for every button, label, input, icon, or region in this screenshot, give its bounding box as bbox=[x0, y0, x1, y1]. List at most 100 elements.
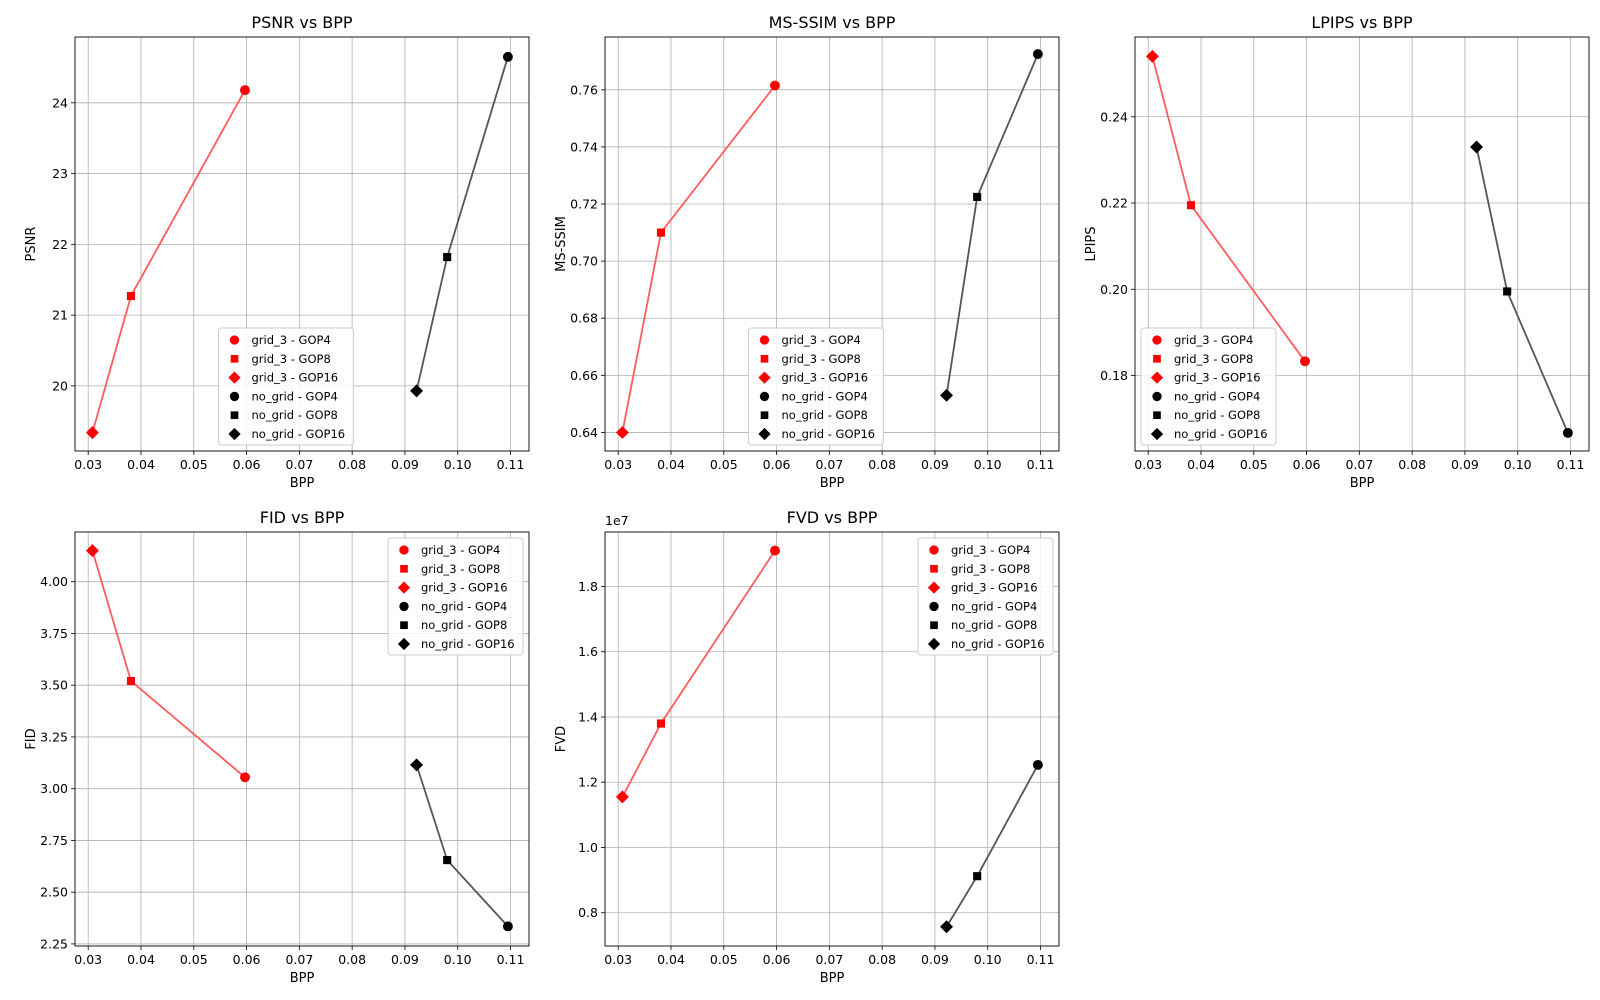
plot-frame bbox=[604, 531, 1060, 947]
plot-frame bbox=[1134, 36, 1590, 452]
plot-frame bbox=[74, 36, 530, 452]
legend-marker bbox=[397, 581, 411, 594]
x-tick-label: 0.06 bbox=[1293, 457, 1321, 472]
plot-frame bbox=[604, 36, 1060, 452]
data-point-grid_3 bbox=[770, 80, 780, 91]
data-point-no_grid bbox=[1562, 427, 1573, 438]
y-tick-label: 0.74 bbox=[570, 139, 598, 154]
legend-label: grid_3 - GOP8 bbox=[421, 562, 500, 576]
y-tick-label: 0.70 bbox=[570, 254, 598, 269]
x-tick-label: 0.09 bbox=[391, 457, 419, 472]
y-tick-label: 0.22 bbox=[1100, 196, 1128, 211]
chart-title: FVD vs BPP bbox=[787, 508, 878, 527]
data-point-grid_3 bbox=[1300, 356, 1310, 367]
legend-marker bbox=[760, 411, 769, 420]
legend-label: grid_3 - GOP16 bbox=[421, 581, 508, 595]
legend-label: grid_3 - GOP8 bbox=[951, 562, 1030, 576]
series-line-grid_3 bbox=[1151, 56, 1306, 362]
x-tick-label: 0.10 bbox=[444, 457, 472, 472]
legend-label: no_grid - GOP4 bbox=[252, 389, 338, 403]
legend-marker bbox=[1152, 391, 1162, 402]
y-offset-label: 1e7 bbox=[605, 513, 629, 528]
legend-label: grid_3 - GOP8 bbox=[782, 352, 861, 366]
series-line-no_grid bbox=[945, 764, 1039, 928]
x-tick-label: 0.06 bbox=[233, 952, 261, 967]
y-tick-label: 0.8 bbox=[578, 905, 598, 920]
legend-marker bbox=[760, 354, 769, 363]
legend-marker bbox=[230, 411, 239, 420]
chart-title: FID vs BPP bbox=[260, 508, 345, 527]
legend: grid_3 - GOP4 grid_3 - GOP8 grid_3 - GOP16… bbox=[387, 537, 524, 656]
data-point-grid_3 bbox=[85, 544, 99, 558]
data-point-no_grid bbox=[410, 384, 424, 398]
data-point-no_grid bbox=[1503, 287, 1512, 296]
x-axis-label: BPP bbox=[290, 476, 315, 491]
y-tick-label: 1.4 bbox=[578, 709, 598, 724]
legend-label: no_grid - GOP16 bbox=[1174, 427, 1268, 441]
legend-box bbox=[748, 327, 884, 446]
data-point-grid_3 bbox=[1186, 201, 1196, 210]
y-tick-label: 21 bbox=[52, 308, 68, 323]
legend-box bbox=[218, 327, 354, 446]
legend-marker bbox=[228, 427, 241, 441]
legend-marker bbox=[929, 545, 939, 555]
x-tick-label: 0.08 bbox=[1398, 457, 1426, 472]
legend: grid_3 - GOP4 grid_3 - GOP8 grid_3 - GOP16… bbox=[917, 537, 1054, 656]
legend-marker bbox=[758, 427, 771, 441]
series-line-no_grid bbox=[945, 53, 1039, 396]
legend: grid_3 - GOP4 grid_3 - GOP8 grid_3 - GOP16… bbox=[218, 327, 354, 446]
x-tick-label: 0.05 bbox=[710, 952, 738, 967]
data-point-no_grid bbox=[443, 253, 452, 262]
y-tick-label: 4.00 bbox=[40, 574, 68, 589]
x-tick-label: 0.05 bbox=[180, 457, 208, 472]
legend-marker bbox=[930, 564, 938, 573]
data-point-grid_3 bbox=[615, 425, 629, 439]
series-line-grid_3 bbox=[621, 550, 776, 798]
x-tick-label: 0.09 bbox=[921, 952, 949, 967]
legend-marker bbox=[927, 581, 941, 594]
y-tick-label: 1.2 bbox=[578, 775, 598, 790]
x-tick-label: 0.06 bbox=[763, 457, 791, 472]
x-tick-label: 0.03 bbox=[1134, 457, 1162, 472]
y-tick-label: 0.64 bbox=[570, 425, 598, 440]
data-point-grid_3 bbox=[1145, 49, 1159, 63]
series-line-no_grid bbox=[1475, 146, 1569, 434]
chart-title: LPIPS vs BPP bbox=[1311, 13, 1413, 32]
y-tick-label: 0.24 bbox=[1100, 109, 1128, 124]
y-tick-label: 1.8 bbox=[578, 579, 598, 594]
legend-label: grid_3 - GOP8 bbox=[1174, 352, 1253, 366]
legend-label: no_grid - GOP16 bbox=[421, 637, 515, 651]
data-point-no_grid bbox=[973, 192, 982, 201]
legend-marker bbox=[930, 621, 938, 630]
legend-label: grid_3 - GOP4 bbox=[1174, 333, 1253, 347]
legend-label: grid_3 - GOP4 bbox=[252, 333, 331, 347]
legend-marker bbox=[229, 335, 240, 345]
legend-box bbox=[1140, 327, 1277, 446]
legend-label: no_grid - GOP4 bbox=[951, 599, 1037, 613]
x-tick-label: 0.07 bbox=[1345, 457, 1373, 472]
legend-box bbox=[917, 537, 1054, 656]
legend-marker bbox=[759, 391, 770, 402]
x-tick-label: 0.11 bbox=[497, 457, 525, 472]
legend-marker bbox=[1150, 427, 1164, 441]
data-point-grid_3 bbox=[656, 228, 666, 237]
x-tick-label: 0.04 bbox=[657, 457, 685, 472]
x-tick-label: 0.05 bbox=[1240, 457, 1268, 472]
y-tick-label: 1.0 bbox=[578, 840, 598, 855]
legend-label: no_grid - GOP4 bbox=[782, 389, 868, 403]
y-tick-label: 0.76 bbox=[570, 82, 598, 97]
x-tick-label: 0.09 bbox=[921, 457, 949, 472]
legend: grid_3 - GOP4 grid_3 - GOP8 grid_3 - GOP16… bbox=[748, 327, 884, 446]
x-axis-label: BPP bbox=[820, 971, 845, 986]
data-point-grid_3 bbox=[615, 790, 629, 804]
legend-label: no_grid - GOP16 bbox=[252, 427, 346, 441]
x-tick-label: 0.11 bbox=[1027, 952, 1055, 967]
x-tick-label: 0.09 bbox=[1451, 457, 1479, 472]
series-line-no_grid bbox=[415, 764, 509, 927]
x-axis-label: BPP bbox=[290, 971, 315, 986]
data-point-no_grid bbox=[502, 921, 513, 932]
legend-marker bbox=[1152, 335, 1162, 345]
x-tick-label: 0.05 bbox=[180, 952, 208, 967]
legend-marker bbox=[929, 601, 939, 612]
